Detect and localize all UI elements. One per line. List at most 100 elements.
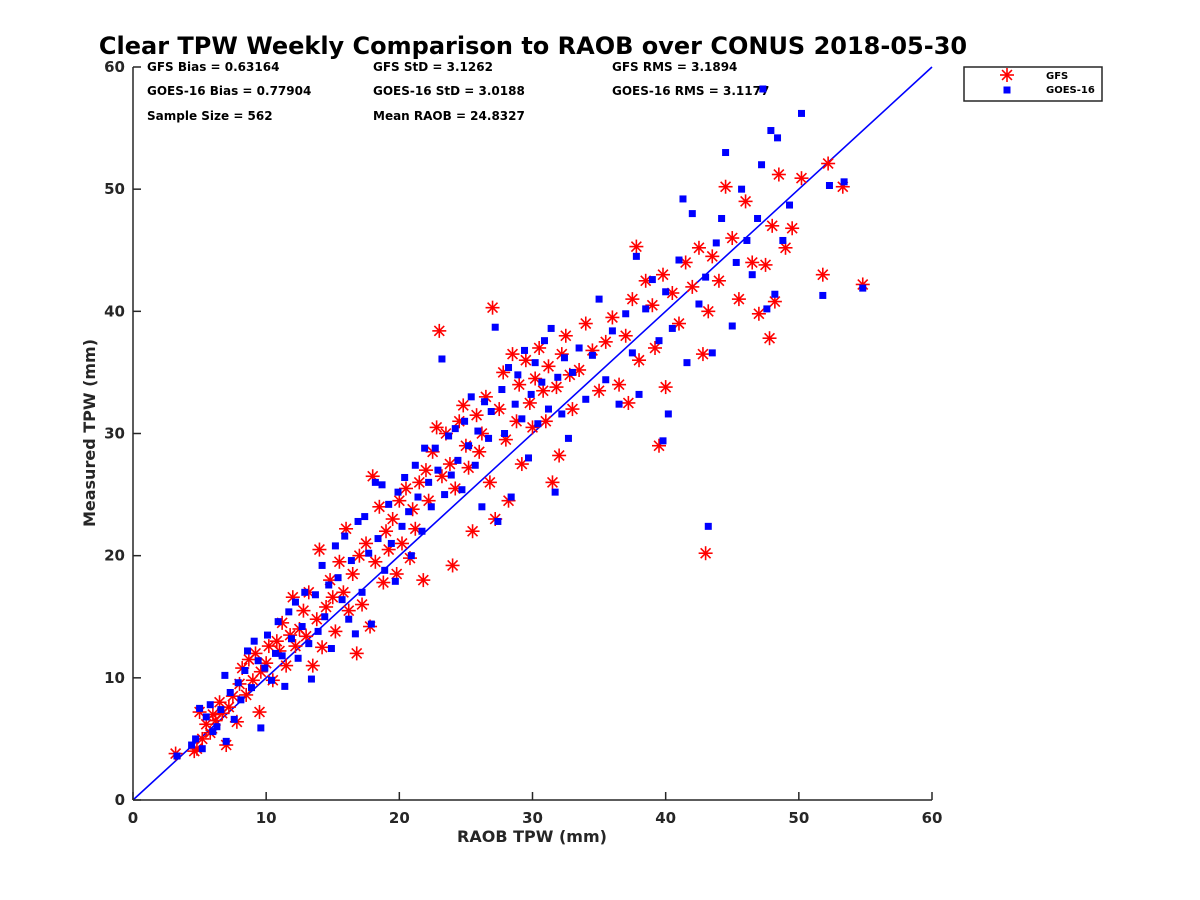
goes16-point: [540, 337, 548, 345]
goes16-point: [602, 376, 610, 384]
goes16-point: [311, 591, 319, 599]
goes16-point: [385, 500, 393, 508]
goes16-point: [608, 327, 616, 335]
goes16-point: [213, 723, 221, 731]
goes16-point: [505, 364, 513, 372]
y-axis-label: Measured TPW (mm): [80, 339, 99, 527]
goes16-point: [391, 577, 399, 585]
goes16-point: [675, 256, 683, 264]
goes16-point: [188, 741, 196, 749]
goes16-point: [558, 410, 566, 418]
gfs-point: [691, 240, 706, 255]
goes16-point: [695, 300, 703, 308]
gfs-point: [552, 448, 567, 463]
gfs-point: [398, 481, 413, 496]
goes16-point: [474, 427, 482, 435]
goes16-point: [859, 284, 867, 292]
goes16-point: [234, 679, 242, 687]
legend-box: [963, 66, 1103, 102]
goes16-point: [351, 630, 359, 638]
x-axis-label: RAOB TPW (mm): [457, 827, 607, 846]
goes16-point: [467, 393, 475, 401]
goes16-point: [305, 640, 313, 648]
gfs-point: [416, 573, 431, 588]
stat-mean-raob: Mean RAOB = 24.8327: [373, 109, 525, 123]
goes16-point: [704, 522, 712, 530]
goes16-point: [445, 432, 453, 440]
gfs-point: [469, 408, 484, 423]
goes16-point: [341, 532, 349, 540]
goes16-point: [471, 461, 479, 469]
gfs-point: [492, 402, 507, 417]
gfs-point: [394, 536, 409, 551]
gfs-point: [632, 353, 647, 368]
goes16-point: [294, 654, 302, 662]
goes16-point: [664, 410, 672, 418]
goes16-point: [198, 745, 206, 753]
goes16-point: [738, 185, 746, 193]
y-tick-label: 10: [104, 669, 125, 687]
goes16-point: [202, 713, 210, 721]
x-tick-label: 50: [788, 809, 809, 827]
gfs-point: [685, 279, 700, 294]
goes16-point: [331, 542, 339, 550]
stat-gfs-rms: GFS RMS = 3.1894: [612, 60, 737, 74]
goes16-point: [485, 434, 493, 442]
legend: GFS GOES-16: [963, 66, 1103, 102]
gfs-point: [518, 353, 533, 368]
goes16-point: [209, 728, 217, 736]
goes16-point: [321, 613, 329, 621]
goes16-point: [307, 675, 315, 683]
goes16-point: [527, 390, 535, 398]
goes16-point: [642, 305, 650, 313]
goes16-point: [267, 676, 275, 684]
goes16-point: [274, 618, 282, 626]
gfs-point: [465, 524, 480, 539]
gfs-point: [379, 524, 394, 539]
goes16-point: [438, 355, 446, 363]
gfs-point: [532, 340, 547, 355]
x-tick-label: 60: [922, 809, 943, 827]
goes16-point: [334, 574, 342, 582]
y-tick-label: 50: [104, 180, 125, 198]
gfs-point: [621, 395, 636, 410]
goes16-point: [712, 239, 720, 247]
gfs-point: [505, 347, 520, 362]
gfs-point: [695, 347, 710, 362]
goes16-point: [748, 271, 756, 279]
goes16-point: [263, 631, 271, 639]
gfs-point: [658, 380, 673, 395]
gfs-point: [252, 705, 267, 720]
goes16-point: [378, 481, 386, 489]
goes16-point: [554, 373, 562, 381]
goes16-point: [628, 349, 636, 357]
goes16-point: [318, 561, 326, 569]
gfs-point: [514, 457, 529, 472]
goes16-point: [662, 288, 670, 296]
goes16-point: [514, 371, 522, 379]
goes16-point: [394, 488, 402, 496]
goes16-point: [840, 178, 848, 186]
gfs-point: [821, 156, 836, 171]
stat-goes-bias: GOES-16 Bias = 0.77904: [147, 84, 311, 98]
gfs-point: [261, 639, 276, 654]
gfs-point: [352, 548, 367, 563]
gfs-point: [541, 359, 556, 374]
goes16-point: [481, 398, 489, 406]
gfs-point: [701, 304, 716, 319]
gfs-point: [522, 395, 537, 410]
goes16-point: [478, 503, 486, 511]
goes16-point: [688, 210, 696, 218]
gfs-point: [376, 575, 391, 590]
goes16-point: [632, 252, 640, 260]
goes16-point: [451, 425, 459, 433]
goes16-point: [244, 647, 252, 655]
goes16-point: [222, 737, 230, 745]
gfs-point: [698, 546, 713, 561]
x-tick-label: 30: [522, 809, 543, 827]
goes16-point: [314, 627, 322, 635]
gfs-point: [528, 371, 543, 386]
plot-area: 0 10 20 30 40 50 60 0 10 20 30 40 50 60: [104, 58, 942, 827]
goes16-point: [771, 290, 779, 298]
